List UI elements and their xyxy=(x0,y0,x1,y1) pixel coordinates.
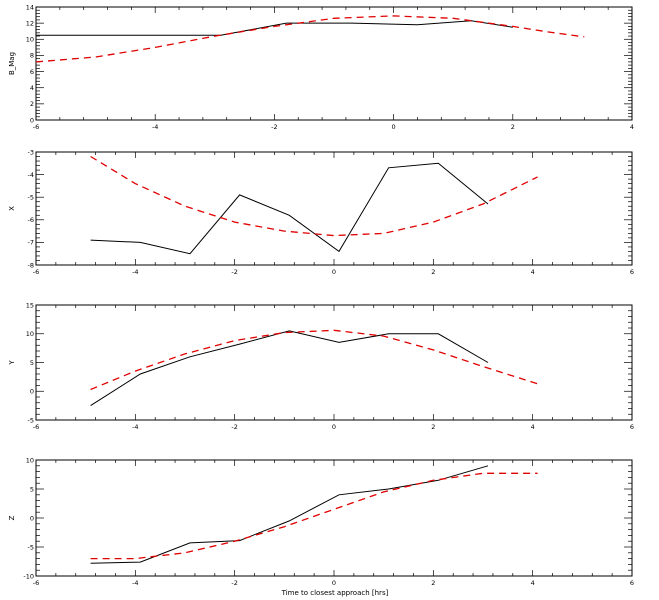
panel-x-ylabel: X xyxy=(8,206,16,211)
y-tick-label: 15 xyxy=(26,301,34,309)
panel-bmag: -6 -4 -2 0 2 4 0 2 4 6 8 10 12 14 B_Mag xyxy=(8,3,634,131)
y-tick-label: -5 xyxy=(28,416,34,424)
y-tick-label: -7 xyxy=(28,239,34,247)
y-tick-label: 0 xyxy=(30,514,34,522)
x-tick-label: 4 xyxy=(531,423,535,431)
y-tick-label: 5 xyxy=(30,485,34,493)
y-tick-label: 0 xyxy=(30,116,34,124)
y-tick-label: 6 xyxy=(30,68,34,76)
x-axis-title: Time to closest approach [hrs] xyxy=(281,589,389,597)
y-tick-label: 14 xyxy=(26,3,34,11)
panel-z-observed-line xyxy=(90,465,489,564)
y-tick-label: 5 xyxy=(30,359,34,367)
x-tick-label: 0 xyxy=(332,423,336,431)
y-tick-label: -3 xyxy=(28,148,34,156)
y-tick-label: -4 xyxy=(28,171,34,179)
panel-z-model-line xyxy=(90,472,538,560)
x-tick-label: 2 xyxy=(431,579,435,587)
panel-bmag-model-line xyxy=(35,15,585,63)
panel-x-observed-line xyxy=(90,162,489,255)
x-tick-label: -6 xyxy=(33,123,39,131)
y-tick-label: 10 xyxy=(26,330,34,338)
x-tick-label: -2 xyxy=(231,579,237,587)
x-tick-label: 6 xyxy=(630,579,634,587)
panel-bmag-observed-line xyxy=(36,20,513,36)
x-tick-label: 0 xyxy=(392,123,396,131)
x-tick-label: -4 xyxy=(132,268,138,276)
y-tick-label: -8 xyxy=(28,261,34,269)
y-tick-label: 2 xyxy=(30,100,34,108)
panel-y-observed-line xyxy=(90,330,489,407)
x-tick-label: -6 xyxy=(33,423,39,431)
y-tick-label: 0 xyxy=(30,388,34,396)
panel-z-frame xyxy=(35,459,633,577)
panel-bmag-frame xyxy=(35,6,633,121)
panel-y-model-line xyxy=(90,329,538,391)
y-tick-label: -5 xyxy=(28,194,34,202)
x-tick-label: 0 xyxy=(332,579,336,587)
x-tick-label: -2 xyxy=(231,423,237,431)
x-tick-label: 4 xyxy=(531,579,535,587)
x-tick-label: 0 xyxy=(332,268,336,276)
x-tick-label: -4 xyxy=(132,423,138,431)
y-tick-label: -10 xyxy=(23,572,34,580)
x-tick-label: 2 xyxy=(431,268,435,276)
x-tick-label: 4 xyxy=(531,268,535,276)
panel-y: -6 -4 -2 0 2 4 6 -5 0 5 10 15 Y xyxy=(8,301,634,431)
x-tick-label: 4 xyxy=(630,123,634,131)
y-tick-label: 10 xyxy=(26,36,34,44)
panel-y-frame xyxy=(35,304,633,421)
x-tick-label: 6 xyxy=(630,423,634,431)
panel-x: -6 -4 -2 0 2 4 6 -8 -7 -6 -5 -4 -3 X xyxy=(8,148,634,276)
y-tick-label: 12 xyxy=(26,19,34,27)
panel-bmag-ylabel: B_Mag xyxy=(8,52,16,75)
x-tick-label: 6 xyxy=(630,268,634,276)
x-tick-label: -4 xyxy=(152,123,158,131)
y-tick-label: 4 xyxy=(30,84,34,92)
x-tick-label: -6 xyxy=(33,579,39,587)
x-tick-label: -6 xyxy=(33,268,39,276)
panel-z: -6 -4 -2 0 2 4 6 -10 -5 0 5 10 Z xyxy=(8,456,634,587)
x-tick-label: -2 xyxy=(231,268,237,276)
y-tick-label: -5 xyxy=(28,543,34,551)
x-tick-label: 2 xyxy=(511,123,515,131)
x-tick-label: -2 xyxy=(271,123,277,131)
y-tick-label: 8 xyxy=(30,52,34,60)
panel-y-ylabel: Y xyxy=(8,360,16,366)
y-tick-label: 10 xyxy=(26,456,34,464)
panel-x-model-line xyxy=(90,155,538,237)
panel-z-ylabel: Z xyxy=(8,515,16,520)
x-tick-label: -4 xyxy=(132,579,138,587)
y-tick-label: -6 xyxy=(28,216,34,224)
x-tick-label: 2 xyxy=(431,423,435,431)
